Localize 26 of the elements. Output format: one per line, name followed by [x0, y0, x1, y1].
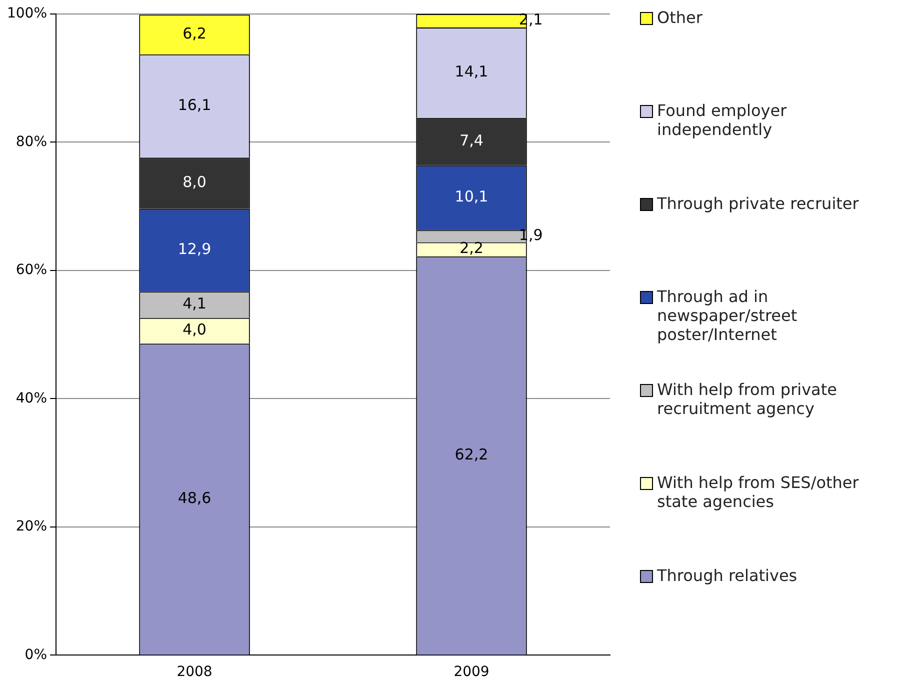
y-tick-label: 40%	[16, 390, 48, 406]
legend-label: With help from private recruitment agency	[657, 380, 838, 418]
data-label: 6,2	[182, 24, 206, 42]
data-label: 14,1	[454, 62, 488, 81]
data-label: 4,1	[182, 294, 206, 313]
legend-label: Found employer independently	[657, 101, 788, 139]
data-label: 48,6	[178, 489, 212, 508]
data-label: 4,0	[182, 320, 206, 339]
x-tick-label: 2009	[454, 664, 490, 680]
data-label: 8,0	[182, 173, 206, 192]
data-label: 16,1	[178, 96, 212, 114]
data-label: 10,1	[454, 188, 488, 206]
data-label: 12,9	[178, 240, 212, 258]
y-tick-label: 60%	[16, 262, 48, 278]
legend-label: Through relatives	[657, 566, 798, 585]
y-tick-label: 0%	[24, 646, 48, 663]
legend-label: With help from SES/other state agencies	[657, 473, 860, 511]
y-tick-label: 100%	[6, 6, 48, 22]
data-label: 7,4	[460, 131, 484, 150]
legend-label: Through ad in newspaper/street poster/Internet	[657, 287, 798, 344]
x-tick-label: 2008	[176, 664, 212, 680]
y-tick-label: 80%	[16, 134, 48, 150]
data-label: 62,2	[454, 445, 488, 464]
legend-label: Through private recruiter	[657, 194, 859, 213]
legend-label: Other	[657, 8, 702, 27]
y-tick-label: 20%	[16, 518, 48, 535]
